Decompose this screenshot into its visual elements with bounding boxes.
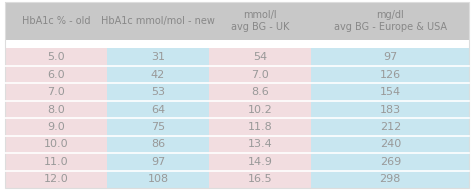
Text: HbA1c % - old: HbA1c % - old [22, 16, 90, 26]
Bar [311, 66, 469, 83]
Text: 75: 75 [151, 122, 165, 132]
Text: mg/dl
avg BG - Europe & USA: mg/dl avg BG - Europe & USA [334, 10, 447, 32]
Bar [5, 118, 107, 136]
Bar [209, 66, 311, 83]
Bar [107, 40, 209, 48]
Text: 42: 42 [151, 70, 165, 80]
Text: 183: 183 [380, 105, 401, 115]
Text: 54: 54 [253, 52, 267, 62]
Bar [209, 153, 311, 171]
Text: 14.9: 14.9 [248, 157, 273, 167]
Bar [311, 2, 469, 40]
Bar [107, 118, 209, 136]
Bar [209, 171, 311, 188]
Bar [5, 153, 107, 171]
Text: 53: 53 [151, 87, 165, 97]
Text: 108: 108 [147, 174, 169, 184]
Bar [107, 2, 209, 40]
Text: 126: 126 [380, 70, 401, 80]
Bar [209, 2, 311, 40]
Bar [5, 40, 107, 48]
Bar [311, 136, 469, 153]
Bar [107, 48, 209, 66]
Text: 16.5: 16.5 [248, 174, 273, 184]
Text: 97: 97 [383, 52, 397, 62]
Bar [209, 83, 311, 101]
Bar [107, 171, 209, 188]
Bar [5, 136, 107, 153]
Text: 64: 64 [151, 105, 165, 115]
Bar [5, 83, 107, 101]
Bar [209, 136, 311, 153]
Bar [107, 153, 209, 171]
Bar [311, 118, 469, 136]
Bar [311, 83, 469, 101]
Bar [5, 48, 107, 66]
Text: 10.2: 10.2 [248, 105, 273, 115]
Text: 7.0: 7.0 [47, 87, 65, 97]
Text: 6.0: 6.0 [47, 70, 64, 80]
Text: mmol/l
avg BG - UK: mmol/l avg BG - UK [231, 10, 290, 32]
Text: 269: 269 [380, 157, 401, 167]
Bar [107, 66, 209, 83]
Text: 7.0: 7.0 [251, 70, 269, 80]
Bar [5, 2, 107, 40]
Bar [209, 48, 311, 66]
Text: 11.8: 11.8 [248, 122, 273, 132]
Bar [209, 118, 311, 136]
Text: 154: 154 [380, 87, 401, 97]
Bar [311, 153, 469, 171]
Text: 31: 31 [151, 52, 165, 62]
Text: 8.0: 8.0 [47, 105, 65, 115]
Text: 11.0: 11.0 [44, 157, 68, 167]
Text: 13.4: 13.4 [248, 139, 273, 150]
Text: 212: 212 [380, 122, 401, 132]
Bar [107, 83, 209, 101]
Text: 10.0: 10.0 [44, 139, 68, 150]
Bar [311, 40, 469, 48]
Bar [311, 48, 469, 66]
Bar [311, 171, 469, 188]
Text: 12.0: 12.0 [44, 174, 68, 184]
Bar [209, 101, 311, 118]
Text: 97: 97 [151, 157, 165, 167]
Text: HbA1c mmol/mol - new: HbA1c mmol/mol - new [101, 16, 215, 26]
Bar [209, 40, 311, 48]
Text: 240: 240 [380, 139, 401, 150]
Bar [311, 101, 469, 118]
Bar [5, 171, 107, 188]
Bar [107, 101, 209, 118]
Text: 8.6: 8.6 [251, 87, 269, 97]
Bar [5, 101, 107, 118]
Text: 5.0: 5.0 [47, 52, 64, 62]
Bar [107, 136, 209, 153]
Text: 86: 86 [151, 139, 165, 150]
Bar [5, 66, 107, 83]
Text: 298: 298 [380, 174, 401, 184]
Text: 9.0: 9.0 [47, 122, 65, 132]
